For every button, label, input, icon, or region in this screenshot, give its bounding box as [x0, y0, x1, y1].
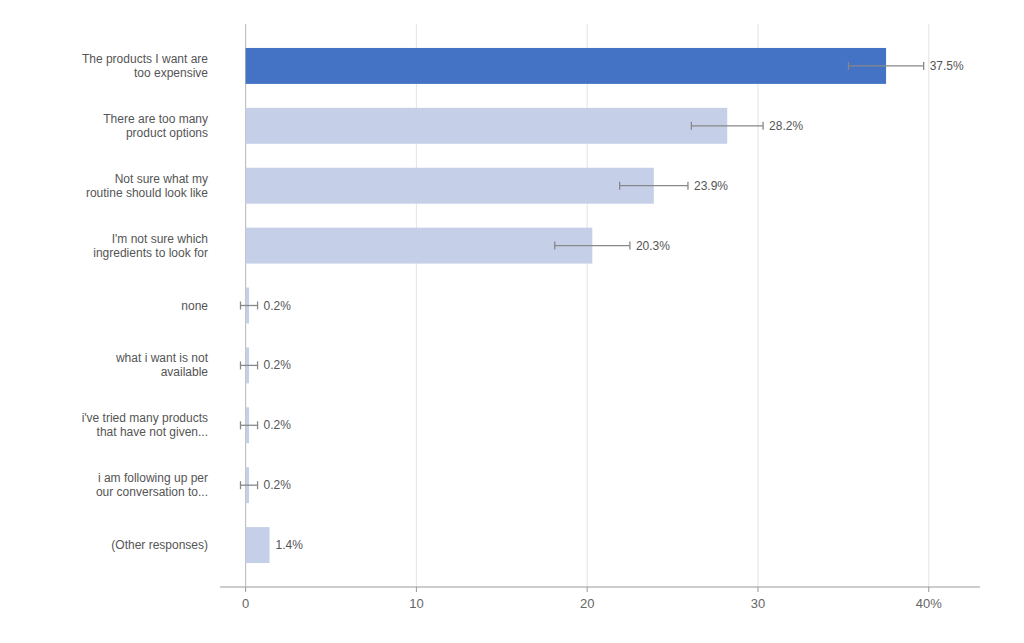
category-label: what i want is notavailable — [115, 351, 209, 379]
category-label-line: i've tried many products — [82, 411, 208, 425]
tick-label: 40% — [916, 596, 942, 611]
error-bar-cap — [554, 242, 555, 250]
data-label: 37.5% — [930, 59, 964, 73]
category-label-line: our conversation to... — [96, 485, 208, 499]
category-label-line: none — [181, 299, 208, 313]
error-bar-cap — [257, 361, 258, 369]
category-label-line: too expensive — [134, 66, 208, 80]
error-bar-cap — [257, 481, 258, 489]
tick-mark — [245, 587, 246, 592]
category-label-line: i am following up per — [98, 471, 208, 485]
category-label-line: routine should look like — [86, 186, 208, 200]
bar — [246, 168, 654, 204]
tick-mark — [587, 587, 588, 592]
tick-mark — [416, 587, 417, 592]
error-bar — [555, 242, 630, 250]
category-label: (Other responses) — [111, 538, 208, 552]
error-bar-cap — [240, 481, 241, 489]
error-bar-cap — [687, 182, 688, 190]
error-bar — [240, 302, 257, 310]
error-bar-cap — [691, 122, 692, 130]
error-bar — [240, 361, 257, 369]
category-label: There are too manyproduct options — [103, 112, 208, 140]
grid-line — [928, 24, 929, 587]
error-bar-cap — [240, 421, 241, 429]
category-label-line: The products I want are — [82, 52, 208, 66]
error-bar — [240, 421, 257, 429]
category-label: i am following up perour conversation to… — [96, 471, 208, 499]
error-bar-cap — [848, 62, 849, 70]
category-label-line: There are too many — [103, 112, 208, 126]
tick-label: 10 — [409, 596, 423, 611]
chart-svg: 0 10 20 30 40% 1.4% 0.2% 0.2% 0.2% 0.2% 20.3% 23.9%… — [0, 0, 1024, 643]
bar — [246, 527, 270, 563]
category-label-line: product options — [126, 126, 208, 140]
category-label-line: Not sure what my — [115, 172, 208, 186]
error-bar-line — [555, 245, 630, 246]
grid-line — [757, 24, 758, 587]
tick-label: 30 — [751, 596, 765, 611]
error-bar-line — [240, 485, 257, 486]
chart-container: 0 10 20 30 40% 1.4% 0.2% 0.2% 0.2% 0.2% 20.3% 23.9%… — [0, 0, 1024, 643]
category-label: I'm not sure whichingredients to look fo… — [93, 232, 208, 260]
category-label: i've tried many productsthat have not gi… — [82, 411, 208, 439]
bar — [246, 108, 728, 144]
bar — [246, 228, 593, 264]
error-bar-cap — [762, 122, 763, 130]
tick-mark — [928, 587, 929, 592]
error-bar-line — [848, 65, 923, 66]
category-label: Not sure what myroutine should look like — [86, 172, 208, 200]
category-label-line: ingredients to look for — [93, 246, 208, 260]
data-label: 20.3% — [636, 239, 670, 253]
error-bar-line — [620, 185, 688, 186]
error-bar-cap — [240, 302, 241, 310]
data-label: 23.9% — [694, 179, 728, 193]
grid — [246, 24, 929, 587]
error-bar-cap — [619, 182, 620, 190]
error-bar-line — [240, 425, 257, 426]
x-ticks: 0 10 20 30 40% — [242, 587, 942, 611]
error-bar-line — [240, 305, 257, 306]
error-bar-cap — [923, 62, 924, 70]
category-label-line: available — [161, 365, 209, 379]
tick-label: 20 — [580, 596, 594, 611]
error-bar-line — [240, 365, 257, 366]
data-label: 28.2% — [769, 119, 803, 133]
data-label: 1.4% — [276, 538, 304, 552]
error-bar-cap — [629, 242, 630, 250]
category-label-line: what i want is not — [115, 351, 209, 365]
error-bar-line — [691, 125, 763, 126]
category-label: The products I want aretoo expensive — [82, 52, 208, 80]
bar — [246, 48, 886, 84]
page: {"chart_data": {"type": "bar", "orientat… — [0, 0, 1024, 643]
data-label: 0.2% — [264, 358, 292, 372]
data-labels: 1.4% 0.2% 0.2% 0.2% 0.2% 20.3% 23.9% 28.2% 37.5% — [264, 59, 964, 552]
error-bar — [691, 122, 763, 130]
category-label-line: that have not given... — [97, 425, 208, 439]
error-bar-cap — [240, 361, 241, 369]
category-label-line: I'm not sure which — [112, 232, 208, 246]
error-bar-cap — [257, 421, 258, 429]
category-labels: (Other responses) i am following up perou… — [82, 52, 209, 552]
tick-label: 0 — [242, 596, 249, 611]
data-label: 0.2% — [264, 478, 292, 492]
tick-mark — [757, 587, 758, 592]
error-bar — [848, 62, 923, 70]
category-label-line: (Other responses) — [111, 538, 208, 552]
x-axis-line — [220, 587, 980, 588]
data-label: 0.2% — [264, 418, 292, 432]
error-bar — [620, 182, 688, 190]
error-bar — [240, 481, 257, 489]
marks — [240, 24, 923, 587]
data-label: 0.2% — [264, 299, 292, 313]
error-bar-cap — [257, 302, 258, 310]
category-label: none — [181, 299, 208, 313]
